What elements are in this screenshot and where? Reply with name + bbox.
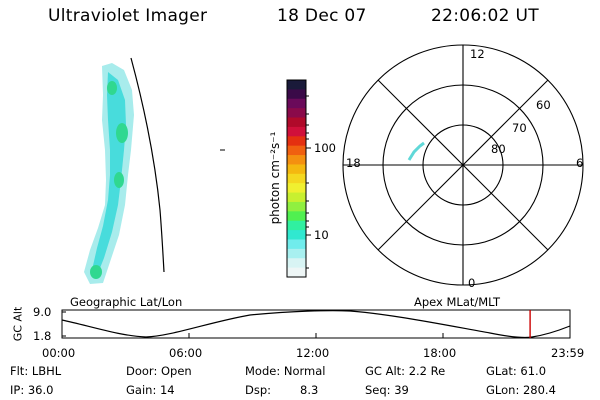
colorbar-swatch	[287, 126, 306, 137]
dsp-value: 8.3	[300, 383, 319, 397]
gc-alt-info: GC Alt: 2.2 Re	[365, 364, 446, 378]
colorbar-swatch	[287, 108, 306, 119]
colorbar-unit-label: photon cm⁻²s⁻¹	[268, 131, 282, 225]
xtick-1200: 12:00	[296, 346, 330, 360]
polar-aurora-arc	[407, 141, 425, 161]
apex-caption: Apex MLat/MLT	[414, 295, 501, 309]
aurora-bright-spot	[116, 123, 128, 143]
door-info: Door: Open	[126, 364, 192, 378]
altitude-curve	[61, 310, 571, 338]
lat-label-60: 60	[536, 98, 551, 112]
lat-label-70: 70	[512, 121, 527, 135]
colorbar-swatch	[287, 239, 306, 250]
aurora-bright-spot	[90, 265, 102, 279]
geographic-caption: Geographic Lat/Lon	[70, 295, 183, 309]
colorbar-swatch	[287, 201, 306, 212]
colorbar-swatch	[287, 230, 306, 241]
seq-info: Seq: 39	[365, 383, 409, 397]
dsp-label: Dsp:	[245, 383, 272, 397]
colorbar-tick-10: 10	[314, 228, 329, 242]
xtick-0600: 06:00	[169, 346, 203, 360]
geographic-image	[84, 57, 225, 284]
colorbar-swatch	[287, 258, 306, 269]
colorbar-swatch	[287, 248, 306, 259]
colorbar-tick-100: 100	[314, 141, 336, 155]
mode-info: Mode: Normal	[245, 364, 326, 378]
app-title: Ultraviolet Imager	[48, 6, 208, 26]
mlt-label-18: 18	[346, 156, 361, 170]
colorbar-swatch	[287, 267, 306, 278]
altitude-ytick-bottom: 1.8	[33, 329, 52, 343]
date-display: 18 Dec 07	[277, 6, 367, 26]
gain-info: Gain: 14	[126, 383, 175, 397]
lat-label-80: 80	[491, 142, 506, 156]
aurora-bright-spot	[107, 81, 117, 95]
altitude-plot-ticks	[61, 311, 571, 338]
colorbar-swatch	[287, 80, 306, 90]
colorbar-swatch	[287, 117, 306, 128]
xtick-0000: 00:00	[42, 346, 76, 360]
colorbar-swatch	[287, 155, 306, 166]
colorbar-swatch	[287, 145, 306, 156]
mlt-label-12: 12	[470, 47, 485, 61]
glat-info: GLat: 61.0	[486, 364, 547, 378]
filter-info: Flt: LBHL	[10, 364, 62, 378]
colorbar-swatch	[287, 183, 306, 194]
color-scale-bar	[287, 80, 306, 278]
colorbar-swatch	[287, 211, 306, 222]
time-display: 22:06:02 UT	[431, 6, 539, 26]
colorbar-swatch	[287, 98, 306, 109]
glon-info: GLon: 280.4	[486, 383, 556, 397]
mlt-label-6: 6	[576, 156, 584, 170]
mlt-label-0: 0	[468, 276, 476, 290]
aurora-inner-band	[92, 72, 126, 278]
colorbar-swatch	[287, 136, 306, 147]
altitude-ylabel: GC Alt	[11, 306, 25, 342]
polar-plot	[342, 44, 584, 286]
limb-line	[130, 57, 165, 273]
colorbar-frame	[286, 79, 307, 278]
xtick-2359: 23:59	[551, 346, 585, 360]
ip-info: IP: 36.0	[10, 383, 54, 397]
colorbar-ticks	[306, 95, 311, 269]
colorbar-swatch	[287, 220, 306, 231]
colorbar-swatch	[287, 89, 306, 100]
colorbar-swatch	[287, 164, 306, 175]
colorbar-swatch	[287, 192, 306, 203]
xtick-1800: 18:00	[423, 346, 457, 360]
altitude-ytick-top: 9.0	[33, 305, 52, 319]
colorbar-swatch	[287, 173, 306, 184]
aurora-bright-spot	[114, 172, 124, 188]
